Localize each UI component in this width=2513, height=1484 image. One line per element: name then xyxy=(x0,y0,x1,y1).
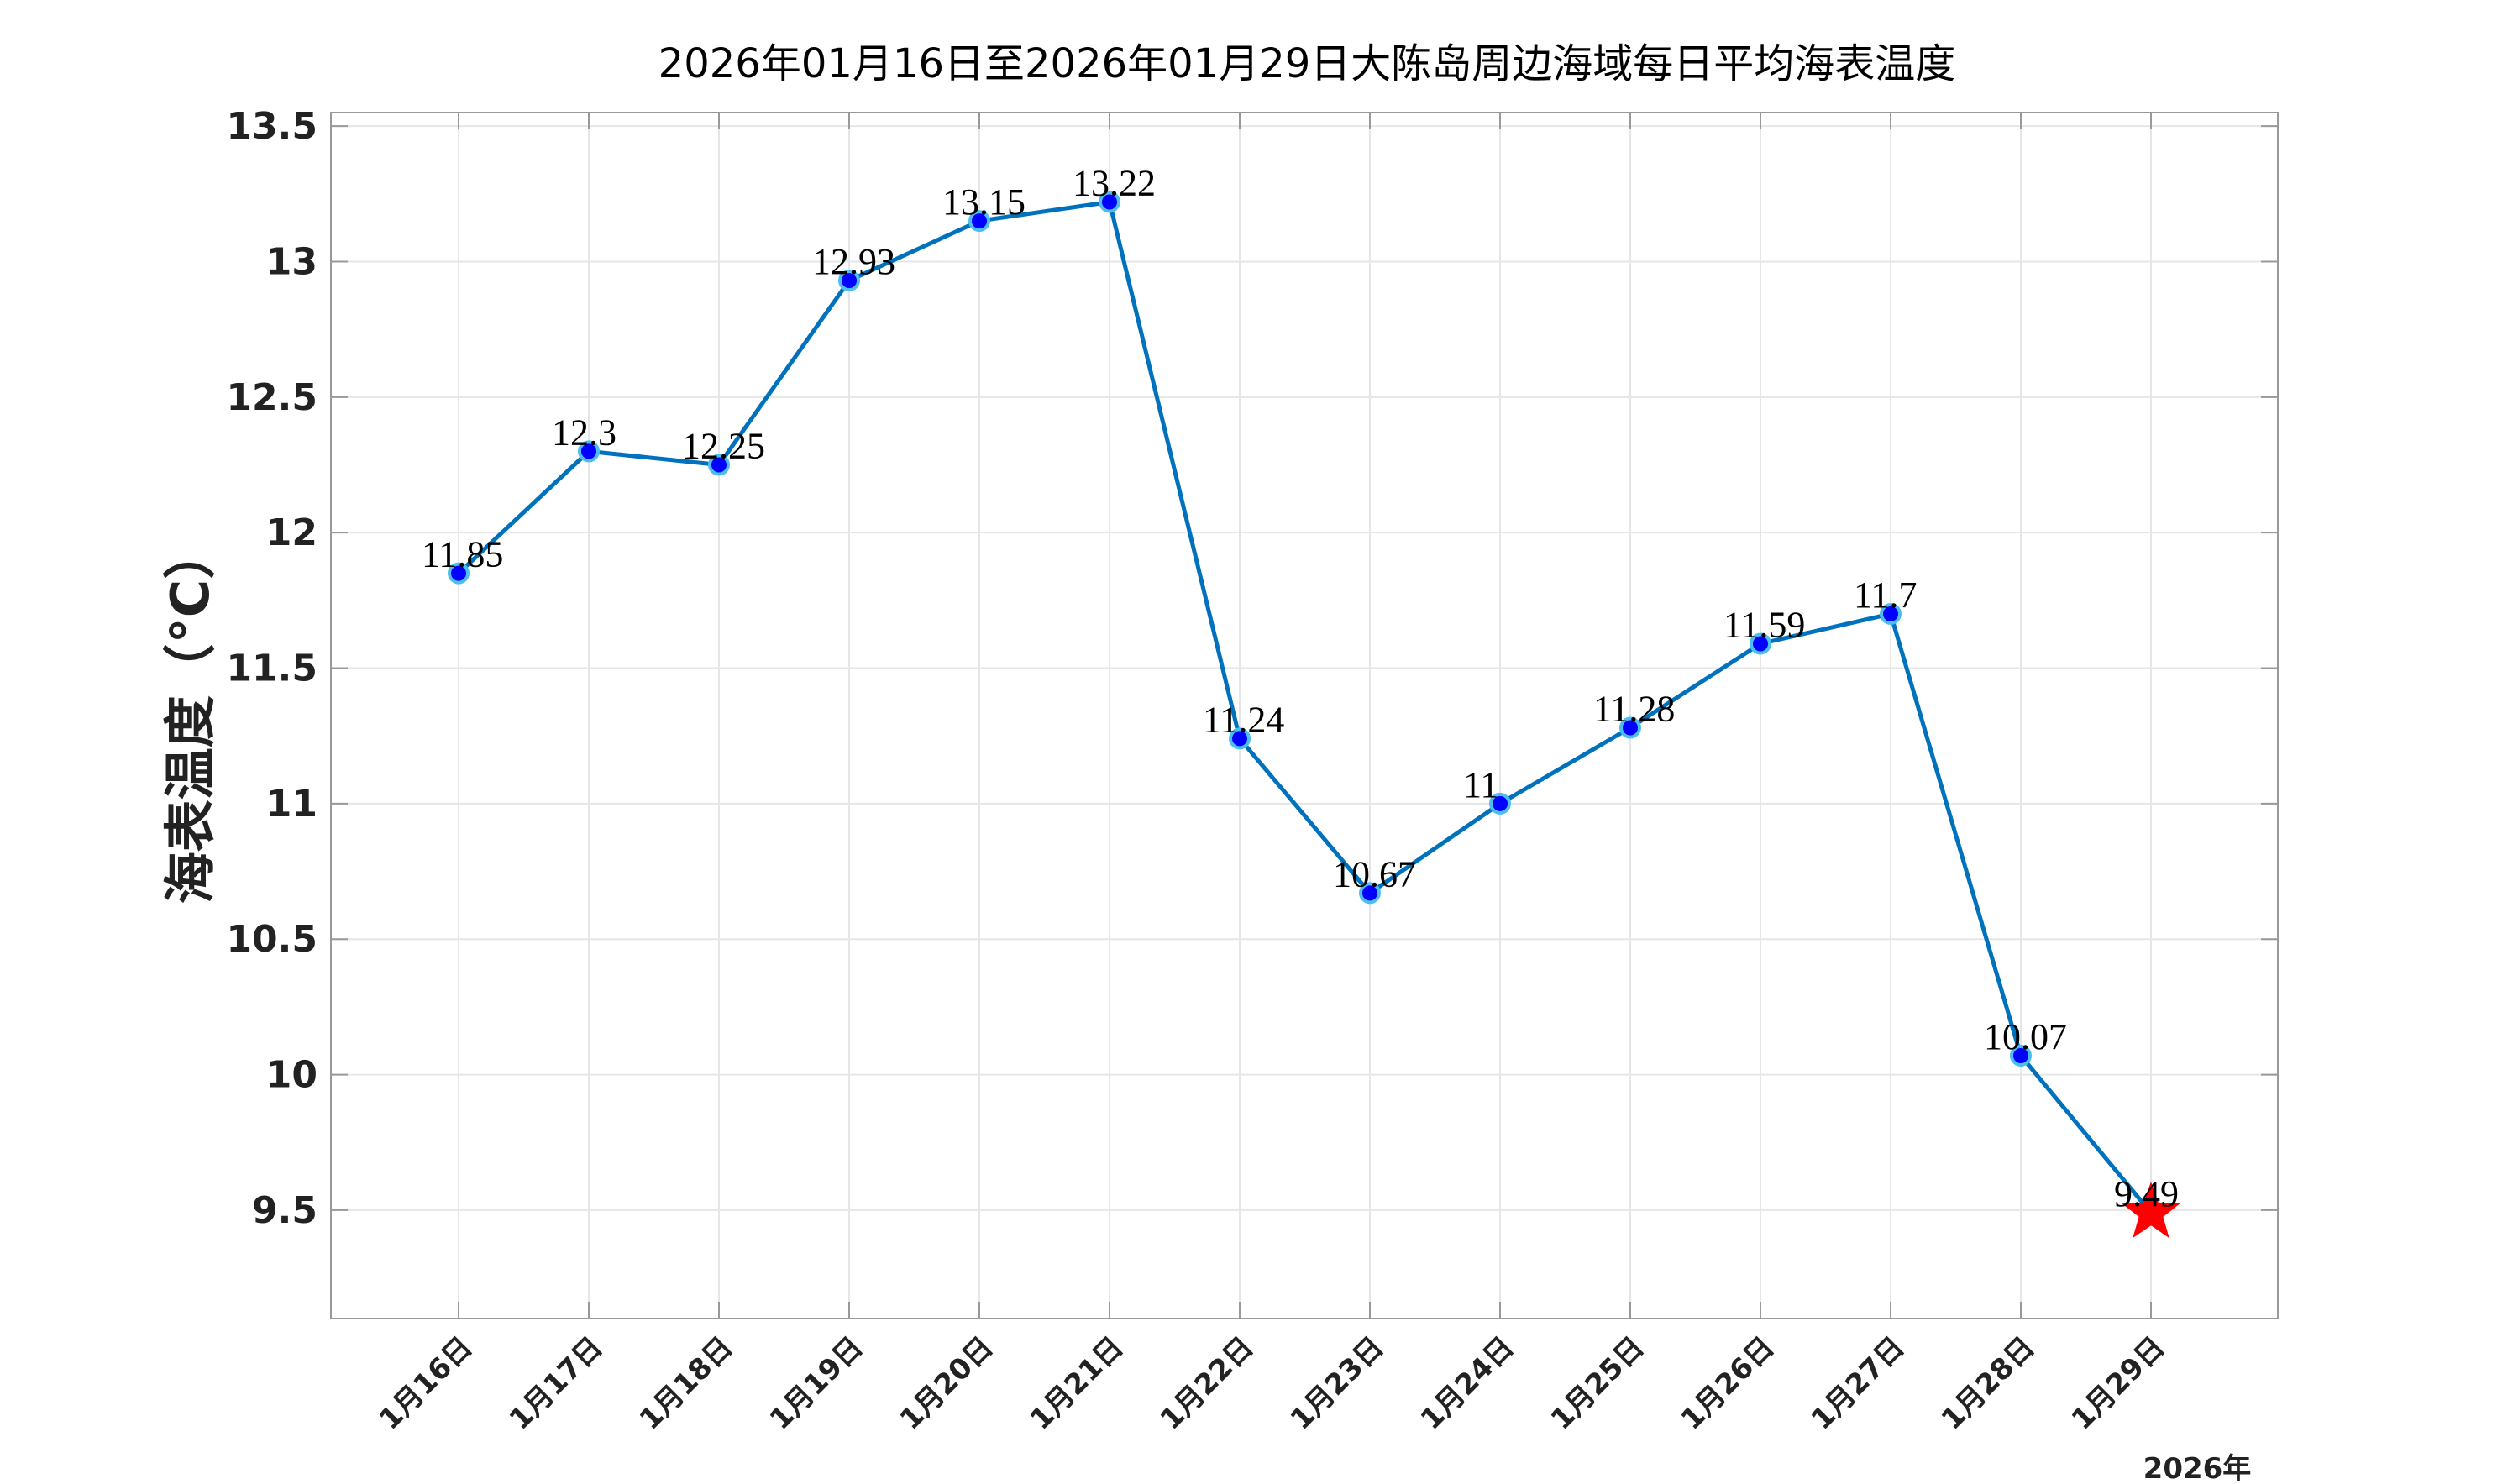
data-point xyxy=(1750,632,1771,655)
x-tick-label: 1月16日 xyxy=(373,1330,480,1437)
data-label: 10.67 xyxy=(1333,853,1416,894)
y-tick-label: 10 xyxy=(266,1054,317,1097)
data-labels: 11.85 12.3 12.25 12.93 13.15 13.22 11.24 10.67 1… xyxy=(422,162,2179,1214)
series xyxy=(448,191,2181,1239)
data-point xyxy=(838,270,860,292)
data-point xyxy=(578,440,600,463)
data-point xyxy=(2010,1044,2032,1067)
grid xyxy=(331,113,2278,1319)
year-label: 2026年 xyxy=(2143,1452,2252,1484)
x-tick-label: 1月23日 xyxy=(1284,1330,1391,1437)
data-label: 9.49 xyxy=(2114,1173,2179,1214)
data-point xyxy=(1359,882,1381,905)
x-tick-label: 1月25日 xyxy=(1545,1330,1651,1437)
x-tick-label: 1月17日 xyxy=(503,1330,610,1437)
x-tick-label: 1月19日 xyxy=(763,1330,870,1437)
data-label: 12.93 xyxy=(812,241,895,282)
data-label: 11 xyxy=(1463,764,1498,805)
x-tick-label: 1月27日 xyxy=(1805,1330,1912,1437)
data-point xyxy=(1099,191,1120,213)
x-tick-label: 1月29日 xyxy=(2065,1330,2172,1437)
data-point xyxy=(708,454,730,476)
x-tick-label: 1月28日 xyxy=(1935,1330,2042,1437)
series-line xyxy=(457,199,2153,1214)
data-point xyxy=(1619,716,1641,739)
y-tick-label: 12.5 xyxy=(226,376,317,419)
x-tick-label: 1月22日 xyxy=(1154,1330,1261,1437)
y-tick-label: 10.5 xyxy=(226,918,317,961)
y-tick-label: 11 xyxy=(266,783,317,826)
data-label: 12.25 xyxy=(682,426,765,467)
data-label: 11.28 xyxy=(1593,689,1675,730)
data-label: 11.59 xyxy=(1723,604,1805,645)
y-tick-label: 13.5 xyxy=(226,105,317,148)
data-point xyxy=(1880,602,1902,625)
y-axis: 9.5 10 10.5 11 11.5 12 12.5 13 13.5 xyxy=(226,105,2278,1232)
y-tick-label: 12 xyxy=(266,511,317,554)
data-point xyxy=(1489,792,1511,815)
data-point xyxy=(1229,727,1251,750)
x-tick-label: 1月26日 xyxy=(1675,1330,1781,1437)
data-label: 10.07 xyxy=(1984,1016,2067,1057)
x-tick-label: 1月20日 xyxy=(894,1330,1000,1437)
data-label: 11.24 xyxy=(1203,699,1284,740)
data-label: 13.15 xyxy=(942,181,1026,223)
x-tick-label: 1月18日 xyxy=(633,1330,740,1437)
y-axis-label: 海表温度（°C） xyxy=(160,527,221,905)
data-label: 11.7 xyxy=(1854,574,1917,616)
y-tick-label: 13 xyxy=(266,240,317,283)
plot-area-frame xyxy=(330,112,2279,1319)
x-tick-label: 1月24日 xyxy=(1414,1330,1521,1437)
data-label: 13.22 xyxy=(1073,162,1156,203)
data-label: 12.3 xyxy=(552,412,616,453)
data-point-star xyxy=(2121,1182,2181,1239)
chart-title: 2026年01月16日至2026年01月29日大陈岛周边海域每日平均海表温度 xyxy=(658,40,1956,87)
y-tick-label: 11.5 xyxy=(226,648,317,690)
data-point xyxy=(968,210,990,233)
data-label: 11.85 xyxy=(422,534,503,575)
x-tick-label: 1月21日 xyxy=(1024,1330,1131,1437)
y-tick-label: 9.5 xyxy=(252,1189,317,1232)
data-point xyxy=(448,562,470,585)
